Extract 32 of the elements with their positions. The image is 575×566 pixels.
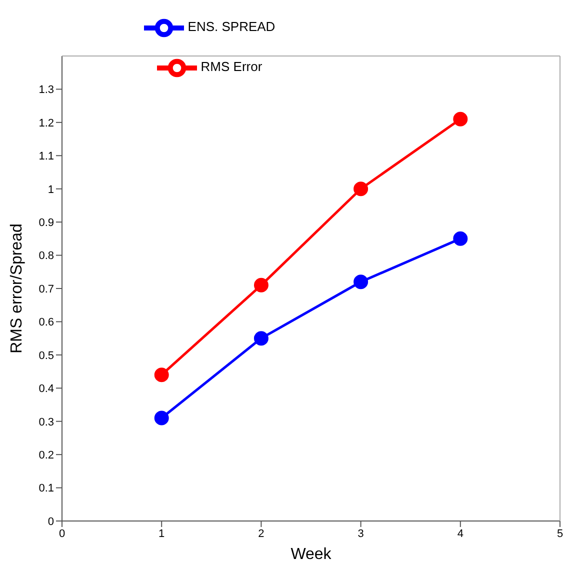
- y-tick-label: 0.2: [38, 449, 54, 462]
- y-tick-label: 1: [48, 184, 54, 196]
- x-tick-label: 4: [457, 528, 464, 540]
- legend-label: RMS Error: [200, 59, 262, 74]
- point: [254, 278, 268, 292]
- y-tick-label: 1.1: [38, 150, 54, 163]
- y-tick-label: 0.7: [38, 283, 54, 296]
- y-tick-label: 0.8: [38, 250, 54, 262]
- x-tick-label: 3: [358, 528, 364, 540]
- y-tick-label: 0.5: [38, 350, 54, 362]
- y-tick-label: 0.6: [38, 316, 54, 329]
- point: [354, 274, 368, 290]
- y-tick-label: 1.2: [38, 117, 54, 130]
- point: [254, 331, 268, 346]
- y-tick-label: 0.3: [38, 416, 54, 428]
- point: [154, 410, 169, 426]
- x-tick-label: 2: [258, 528, 264, 540]
- y-tick-label: 0.1: [38, 482, 54, 495]
- y-tick-label: 1.3: [38, 84, 54, 96]
- x-tick-label: 5: [556, 528, 564, 540]
- legend-label: ENS. SPREAD: [188, 19, 276, 34]
- y-tick-label: 0: [48, 516, 54, 528]
- y-axis-title: RMS error/Spread: [8, 224, 26, 354]
- y-tick-label: 0.4: [38, 383, 54, 396]
- point: [154, 368, 169, 382]
- point: [354, 182, 368, 196]
- point: [453, 112, 468, 126]
- point: [453, 231, 468, 246]
- x-tick-label: 0: [58, 528, 66, 540]
- x-axis-title: Week: [290, 546, 332, 563]
- x-tick-label: 1: [158, 528, 165, 540]
- y-tick-label: 0.9: [38, 216, 54, 229]
